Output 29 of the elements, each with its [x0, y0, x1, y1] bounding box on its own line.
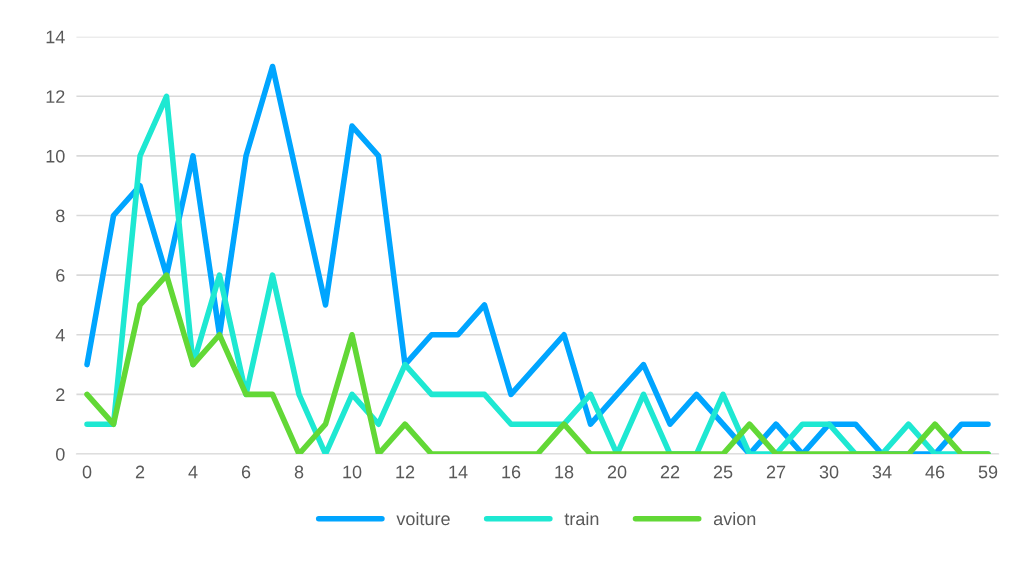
- x-tick-label: 6: [241, 465, 251, 479]
- y-tick-label: 8: [56, 209, 65, 223]
- x-tick-label: 34: [872, 465, 892, 479]
- x-tick-label: 27: [766, 465, 786, 479]
- x-tick-label: 59: [978, 465, 998, 479]
- x-tick-label: 14: [449, 465, 468, 479]
- x-tick-label: 4: [188, 465, 198, 479]
- x-tick-label: 10: [343, 465, 362, 479]
- y-tick-label: 14: [46, 30, 65, 44]
- x-tick-label: 20: [607, 465, 627, 479]
- legend-label: avion: [713, 512, 756, 526]
- x-tick-label: 8: [294, 465, 304, 479]
- x-tick-label: 2: [135, 465, 145, 479]
- y-tick-label: 0: [55, 447, 65, 461]
- y-tick-label: 6: [56, 269, 65, 282]
- x-tick-label: 46: [925, 465, 945, 479]
- y-tick-label: 2: [56, 388, 65, 401]
- x-tick-label: 18: [555, 465, 574, 479]
- x-tick-label: 16: [502, 465, 521, 479]
- legend-label: voiture: [396, 512, 450, 526]
- y-tick-label: 10: [46, 149, 65, 163]
- x-tick-label: 0: [82, 465, 92, 479]
- x-tick-label: 22: [660, 465, 680, 479]
- x-tick-label: 12: [396, 465, 415, 479]
- legend-label: train: [564, 512, 599, 526]
- x-tick-label: 25: [713, 465, 733, 479]
- y-tick-label: 12: [46, 90, 65, 103]
- y-tick-label: 4: [55, 328, 65, 342]
- x-tick-label: 30: [819, 465, 839, 479]
